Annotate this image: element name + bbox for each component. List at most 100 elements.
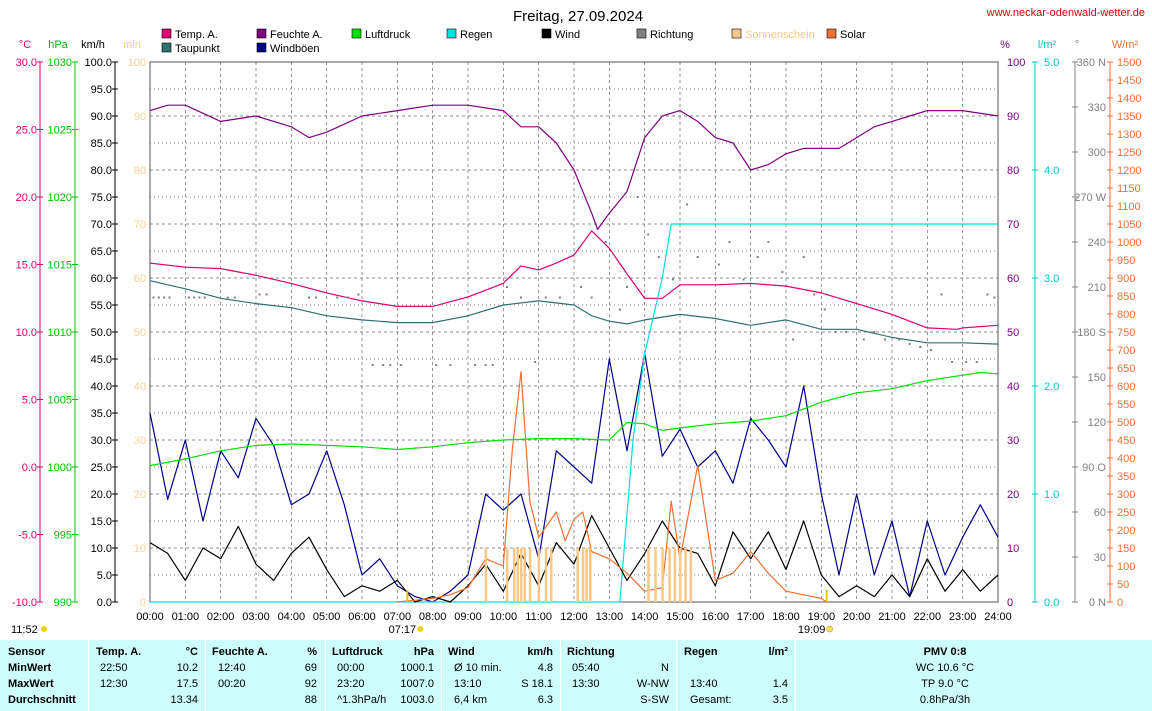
x-tick-label: 07:00	[384, 611, 412, 623]
stats-value: ^1.3hPa/h	[337, 694, 387, 706]
rain-tick-label: 4.0	[1044, 165, 1059, 177]
stats-header: °C	[185, 646, 198, 658]
plot-area	[149, 104, 999, 603]
solar-tick-label: 500	[1117, 417, 1135, 429]
solar-tick-label: 1300	[1117, 129, 1141, 141]
solar-tick-label: 1250	[1117, 147, 1141, 159]
direction-point	[823, 308, 826, 311]
chart-title: Freitag, 27.09.2024	[513, 8, 643, 25]
sunshine-bar	[528, 548, 532, 602]
stats-value: 92	[304, 678, 317, 690]
direction-point	[474, 364, 477, 366]
x-tick-label: 02:00	[207, 611, 235, 623]
solar-tick-label: 0	[1117, 597, 1123, 609]
x-tick-label: 01:00	[172, 611, 200, 623]
legend-label: Wind	[555, 29, 580, 41]
stats-value: 1007.0	[400, 678, 434, 690]
rain-tick-label: 3.0	[1044, 273, 1059, 285]
temp-tick-label: 30.0	[16, 57, 37, 69]
direction-point	[187, 296, 190, 299]
weather-chart: Freitag, 27.09.2024 www.neckar-odenwald-…	[11, 7, 1145, 636]
direction-point	[717, 263, 720, 266]
direction-point	[781, 271, 784, 273]
x-tick-label: 20:00	[843, 611, 871, 623]
direction-point	[491, 364, 494, 366]
direction-point	[792, 338, 795, 341]
legend-swatch	[161, 42, 172, 53]
stats-separator	[795, 640, 796, 711]
pct-tick-label: 70	[1007, 219, 1019, 231]
x-tick-label: 03:00	[242, 611, 270, 623]
direction-point	[357, 293, 360, 296]
stats-header: Temp. A.	[96, 646, 142, 658]
x-tick-label: 12:00	[560, 611, 588, 623]
legend-label: Sonnenschein	[745, 29, 815, 41]
sunshine-bar	[689, 548, 693, 602]
stats-value: N	[661, 662, 669, 674]
taupunkt-line	[149, 280, 999, 345]
direction-point	[265, 293, 268, 296]
stats-header: Wind	[448, 646, 475, 658]
pct-tick-label: 10	[1007, 543, 1019, 555]
direction-point	[168, 296, 171, 299]
solar-tick-label: 450	[1117, 435, 1135, 447]
kmh-tick-label: 60.0	[91, 273, 112, 285]
min-tick-label: 60	[134, 273, 146, 285]
min-tick-label: 0	[140, 597, 146, 609]
stats-value: 1003.0	[400, 694, 434, 706]
kmh-tick-label: 75.0	[91, 192, 112, 204]
stats-header: Richtung	[567, 646, 615, 658]
stats-value: 00:20	[218, 678, 246, 690]
direction-point	[618, 308, 621, 311]
min-tick-label: 10	[134, 543, 146, 555]
legend-swatch	[541, 28, 552, 39]
stats-row-label: MinWert	[8, 662, 52, 674]
legend-swatch	[351, 28, 362, 39]
direction-point	[657, 256, 660, 258]
stats-value: 6.3	[537, 694, 553, 706]
stats-panel: Sensor Temp. A. °C Feuchte A.% Luftdruck hPa W…	[0, 640, 1152, 711]
direction-point	[647, 233, 650, 236]
pct-tick-label: 50	[1007, 327, 1019, 339]
stats-header: PMV 0:8	[923, 646, 967, 658]
dir-tick-label: 300	[1088, 147, 1106, 159]
legend-label: Temp. A.	[175, 29, 218, 41]
dir-tick-label: 210	[1088, 282, 1106, 294]
stats-value: 13.34	[170, 694, 198, 706]
temp-tick-label: -5.0	[18, 530, 37, 542]
pct-tick-label: 60	[1007, 273, 1019, 285]
direction-point	[336, 296, 339, 299]
sunshine-bar	[505, 548, 509, 602]
temp-tick-label: 15.0	[16, 260, 37, 272]
hpa-tick-label: 1020	[48, 192, 72, 204]
kmh-tick-label: 90.0	[91, 111, 112, 123]
sunshine-bar	[520, 548, 523, 602]
min-tick-label: 100	[128, 57, 146, 69]
rain-tick-label: 2.0	[1044, 381, 1059, 393]
sunshine-bar	[512, 548, 516, 602]
direction-point	[845, 331, 848, 333]
legend-label: Luftdruck	[365, 29, 411, 41]
sunrise-time: 07:17	[389, 624, 417, 636]
site-link[interactable]: www.neckar-odenwald-wetter.de	[986, 7, 1145, 19]
legend-swatch	[731, 28, 742, 39]
solar-tick-label: 300	[1117, 489, 1135, 501]
sunshine-bar	[668, 548, 671, 602]
hpa-tick-label: 1025	[48, 125, 72, 137]
legend-swatch	[256, 28, 267, 39]
axis-unit-label: °	[1075, 39, 1079, 51]
direction-point	[258, 293, 261, 296]
direction-point	[986, 293, 989, 296]
legend-label: Windböen	[270, 43, 320, 55]
direction-point	[346, 296, 349, 299]
legend-label: Taupunkt	[175, 43, 220, 55]
stats-header: %	[307, 646, 317, 658]
sunshine-bar	[537, 548, 541, 602]
solar-tick-label: 1500	[1117, 57, 1141, 69]
direction-point	[152, 296, 155, 299]
solar-tick-label: 250	[1117, 507, 1135, 519]
stats-value: S 18.1	[521, 678, 553, 690]
sunshine-bar	[484, 548, 488, 602]
kmh-tick-label: 40.0	[91, 381, 112, 393]
solar-tick-label: 1000	[1117, 237, 1141, 249]
